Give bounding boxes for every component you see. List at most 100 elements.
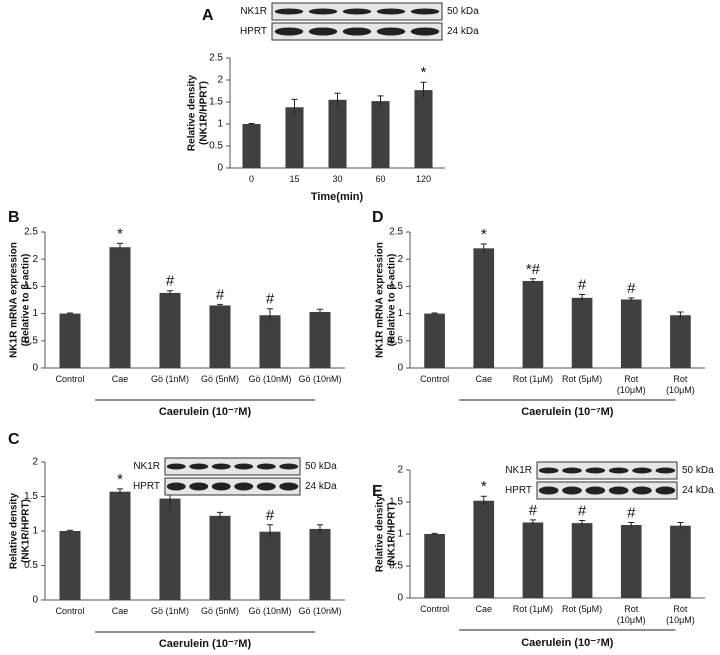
x-tick-label: Rot (10μM) bbox=[616, 604, 646, 625]
error-bar bbox=[267, 308, 273, 322]
x-tick-label: 0 bbox=[248, 174, 254, 184]
x-axis-label: Caerulein (10⁻⁷M) bbox=[521, 406, 614, 418]
error-bar bbox=[579, 294, 586, 302]
blot-band bbox=[538, 486, 559, 495]
error-bar bbox=[480, 243, 487, 253]
error-bar bbox=[431, 532, 438, 535]
significance-mark: * bbox=[421, 64, 427, 81]
blot-label: NK1R bbox=[133, 461, 160, 472]
error-bar bbox=[248, 123, 255, 125]
blot-size: 50 kDa bbox=[305, 461, 337, 472]
blot-frame bbox=[164, 457, 301, 476]
y-tick-label: 2 bbox=[397, 465, 403, 476]
bar bbox=[209, 515, 231, 600]
blot-frame bbox=[536, 481, 678, 500]
error-bar bbox=[628, 521, 635, 528]
error-bar bbox=[291, 98, 298, 116]
x-tick-label: 15 bbox=[289, 174, 300, 184]
blot-band bbox=[632, 486, 652, 495]
error-bar bbox=[677, 521, 684, 529]
error-bar bbox=[117, 242, 123, 252]
bar bbox=[424, 313, 445, 368]
error-bar bbox=[480, 495, 487, 506]
y-axis-label: (NK1R/HPRT) bbox=[199, 81, 210, 145]
bar bbox=[59, 531, 81, 600]
blot-label: NK1R bbox=[240, 6, 267, 17]
error-bar bbox=[579, 520, 586, 526]
y-tick-label: 0.5 bbox=[389, 561, 403, 572]
error-bar bbox=[420, 81, 427, 99]
error-bar bbox=[628, 297, 635, 302]
panel-letter: A bbox=[202, 7, 214, 24]
x-axis-label: Caerulein (10⁻⁷M) bbox=[159, 406, 252, 418]
bar bbox=[371, 101, 390, 168]
y-axis-label: (Relative to β-actin) bbox=[21, 254, 32, 347]
significance-mark: * bbox=[481, 226, 487, 243]
blot-band bbox=[166, 482, 186, 491]
error-bar bbox=[67, 529, 73, 532]
error-bar bbox=[217, 303, 223, 307]
bar bbox=[328, 99, 347, 168]
blot-label: NK1R bbox=[505, 465, 532, 476]
significance-mark: * bbox=[117, 225, 123, 242]
blot-band bbox=[585, 467, 606, 474]
significance-mark: # bbox=[266, 291, 275, 308]
x-tick-label: Control bbox=[55, 374, 85, 384]
blot-size: 24 kDa bbox=[682, 485, 714, 496]
bar bbox=[259, 531, 281, 600]
error-bar bbox=[334, 92, 341, 107]
error-bar bbox=[677, 311, 684, 319]
y-tick-label: 0.5 bbox=[389, 335, 403, 346]
panel-letter: D bbox=[372, 209, 384, 226]
y-tick-label: 0 bbox=[32, 363, 38, 374]
bar bbox=[620, 299, 642, 368]
x-tick-label: Gö (1nM) bbox=[150, 374, 189, 384]
significance-mark: # bbox=[166, 273, 175, 290]
y-tick-label: 0 bbox=[397, 593, 403, 604]
x-tick-label: Rot (1μM) bbox=[512, 604, 553, 614]
blot-band bbox=[274, 8, 304, 15]
y-tick-label: 1 bbox=[32, 308, 38, 319]
y-axis-label: Relative density bbox=[375, 495, 386, 572]
x-axis-label: Time(min) bbox=[311, 191, 364, 203]
y-tick-label: 0 bbox=[217, 163, 223, 174]
bar bbox=[159, 498, 181, 600]
y-axis-label: Relative density bbox=[187, 74, 198, 151]
y-axis-label: (Relative to β-actin) bbox=[387, 254, 398, 347]
bar bbox=[670, 525, 691, 598]
significance-mark: # bbox=[529, 502, 538, 519]
panel-letter: C bbox=[8, 431, 20, 448]
bar bbox=[424, 534, 445, 598]
error-bar bbox=[217, 511, 223, 520]
x-tick-label: 30 bbox=[332, 174, 343, 184]
significance-mark: * bbox=[117, 471, 123, 488]
error-bar bbox=[267, 524, 273, 539]
y-tick-label: 0.5 bbox=[24, 560, 38, 571]
blot-band bbox=[189, 482, 209, 491]
bar bbox=[522, 280, 544, 368]
bar bbox=[159, 292, 181, 368]
bar bbox=[109, 247, 131, 368]
y-tick-label: 2.5 bbox=[209, 53, 223, 64]
panel-letter: B bbox=[8, 209, 20, 226]
y-axis-label: (NK1R/HPRT) bbox=[21, 499, 32, 563]
y-axis-label: Relative density bbox=[9, 492, 20, 569]
bar bbox=[242, 124, 261, 168]
blot-band bbox=[538, 467, 559, 474]
y-tick-label: 2 bbox=[32, 254, 38, 265]
significance-mark: * bbox=[481, 478, 487, 495]
blot-size: 24 kDa bbox=[305, 481, 337, 492]
x-tick-label: Cae bbox=[475, 374, 492, 384]
blot-band bbox=[166, 463, 186, 470]
y-axis-label: (NK1R/HPRT) bbox=[387, 502, 398, 566]
bar bbox=[522, 522, 544, 598]
x-tick-label: Gö (1nM) bbox=[150, 606, 189, 616]
blot-band bbox=[655, 467, 676, 474]
blot-band bbox=[585, 486, 606, 495]
y-tick-label: 1 bbox=[397, 529, 403, 540]
blot-band bbox=[608, 467, 629, 474]
y-tick-label: 2 bbox=[397, 254, 403, 265]
y-tick-label: 1.5 bbox=[24, 491, 38, 502]
x-tick-label: Rot (10μM) bbox=[666, 604, 695, 625]
